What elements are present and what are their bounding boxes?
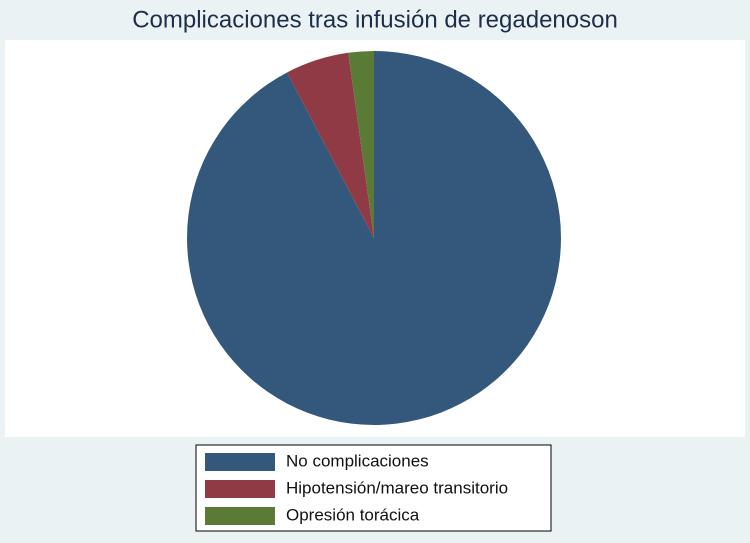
legend-label: No complicaciones (286, 451, 429, 470)
chart-title: Complicaciones tras infusión de regadeno… (132, 6, 618, 33)
legend-swatch (205, 507, 275, 525)
legend-label: Opresión torácica (286, 505, 420, 524)
legend-label: Hipotensión/mareo transitorio (286, 478, 508, 497)
legend-swatch (205, 480, 275, 498)
pie-slice (348, 51, 374, 238)
pie-slice (287, 52, 374, 238)
legend-swatch (205, 453, 275, 471)
